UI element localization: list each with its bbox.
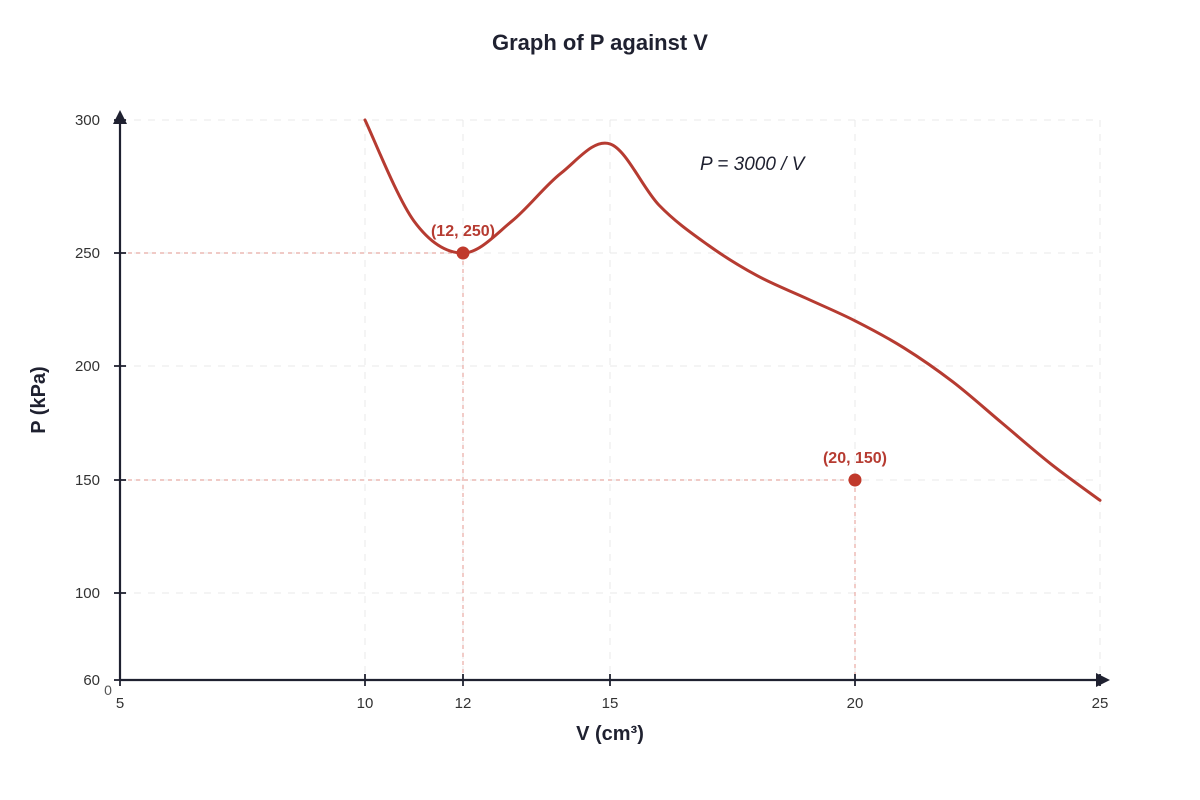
data-point [848, 473, 862, 487]
y-tick-label: 200 [75, 358, 100, 375]
x-tick-label: 12 [455, 695, 472, 712]
origin-label: 0 [104, 682, 112, 698]
x-tick-label: 15 [602, 695, 619, 712]
y-tick-label: 250 [75, 245, 100, 262]
axis-layer: 5 10 12 15 20 25 300 250 200 150 100 600 [75, 110, 1110, 712]
y-tick-label: 150 [75, 472, 100, 489]
curve-layer [363, 118, 1102, 502]
x-tick-label: 5 [116, 695, 124, 712]
points-layer [456, 246, 862, 487]
data-point-label: (12, 250) [431, 223, 495, 240]
series-line [363, 118, 1102, 502]
guides-layer [120, 252, 856, 680]
y-axis-arrow-icon [113, 110, 127, 124]
grid-layer [120, 119, 1101, 680]
x-tick-label: 10 [357, 695, 374, 712]
y-tick-label: 300 [75, 112, 100, 129]
y-tick-label: 60 [83, 672, 100, 689]
labels-layer: Graph of P against V V (cm³) P (kPa) P =… [28, 30, 887, 745]
data-point-label: (20, 150) [823, 450, 887, 467]
x-tick-label: 25 [1092, 695, 1109, 712]
formula-annotation: P = 3000 / V [700, 154, 807, 175]
data-point [456, 246, 470, 260]
y-axis-label: P (kPa) [28, 366, 50, 433]
x-axis-arrow-icon [1096, 673, 1110, 687]
x-axis-label: V (cm³) [576, 723, 644, 745]
y-tick-label: 100 [75, 585, 100, 602]
chart-title: Graph of P against V [492, 30, 708, 55]
x-tick-label: 20 [847, 695, 864, 712]
